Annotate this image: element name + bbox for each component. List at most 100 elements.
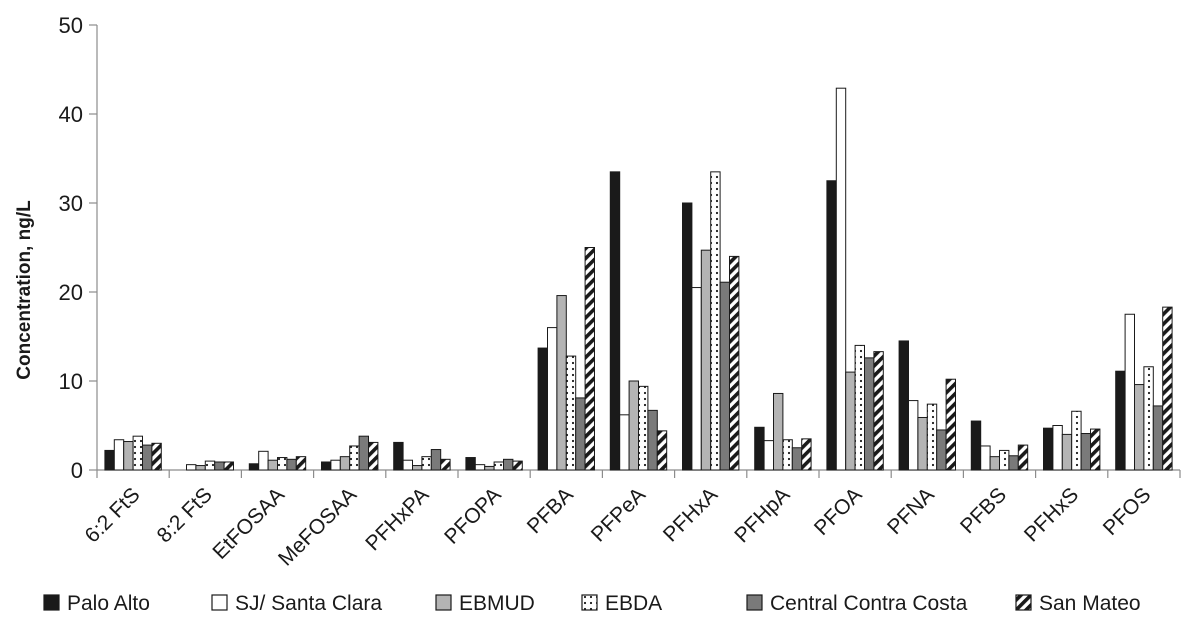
bar-central-contra-costa-8-2-fts <box>214 461 225 471</box>
bar-ebda-pfhxpa <box>421 456 432 471</box>
legend-swatch <box>581 594 598 611</box>
x-tick-label: MeFOSAA <box>274 483 361 570</box>
x-tick-label: 6:2 FtS <box>80 483 144 547</box>
bar-ebmud-pfhpa <box>773 392 784 471</box>
bar-sj-santa-clara-pfoa <box>835 87 847 471</box>
bar-palo-alto-pfpea <box>609 171 621 471</box>
y-tick-label: 20 <box>59 280 83 305</box>
y-tick-label: 50 <box>59 13 83 38</box>
bar-sj-santa-clara-pfhxa <box>691 287 702 471</box>
legend-swatch <box>746 594 763 611</box>
y-axis: 0 10 20 30 40 50 <box>59 13 98 483</box>
legend: Palo Alto SJ/ Santa Clara EBMUD EBDA Central… <box>43 592 1141 615</box>
bar-ebda-pfna <box>926 403 938 471</box>
bar-palo-alto-pfhxa <box>682 202 693 471</box>
bar-palo-alto-pfhxs <box>1043 427 1054 471</box>
bar-san-mateo-pfhxpa <box>440 458 451 471</box>
bar-central-contra-costa-pfhxs <box>1080 433 1091 471</box>
x-tick-label: PFNA <box>883 483 939 539</box>
y-tick-label: 30 <box>59 191 83 216</box>
bar-ebmud-mefosaa <box>339 456 351 471</box>
bar-ebda-mefosaa <box>349 445 360 471</box>
legend-swatch <box>1015 594 1032 611</box>
bar-central-contra-costa-pfopa <box>503 458 514 471</box>
x-tick-label: PFHxA <box>659 483 722 546</box>
x-tick-label: PFBA <box>523 483 578 538</box>
legend-label: Central Contra Costa <box>770 592 968 615</box>
bar-san-mateo-pfna <box>945 378 956 471</box>
bar-sj-santa-clara-etfosaa <box>258 450 269 471</box>
bar-sj-santa-clara-pfos <box>1124 313 1135 471</box>
y-axis-title-group: Concentration, ng/L <box>14 200 35 380</box>
bar-palo-alto-mefosaa <box>321 461 332 471</box>
bar-ebda-pfopa <box>493 461 505 471</box>
bar-ebmud-6-2-fts <box>123 441 134 471</box>
bars-layer <box>104 87 1173 471</box>
bar-ebmud-pfhxpa <box>412 465 423 471</box>
bar-central-contra-costa-mefosaa <box>358 435 370 471</box>
bar-ebmud-pfopa <box>484 465 495 471</box>
bar-palo-alto-etfosaa <box>248 463 260 471</box>
bar-sj-santa-clara-8-2-fts <box>186 464 197 471</box>
bar-sj-santa-clara-pfopa <box>474 464 486 471</box>
x-tick-label: PFHpA <box>730 483 794 547</box>
bar-central-contra-costa-pfbs <box>1008 455 1019 471</box>
x-tick-label: PFBS <box>956 483 1011 538</box>
legend-label: EBMUD <box>459 592 535 615</box>
x-tick-label: PFOA <box>810 483 867 540</box>
x-tick-label: PFOPA <box>440 483 505 548</box>
bar-san-mateo-pfbs <box>1017 444 1029 471</box>
legend-swatch <box>211 594 228 611</box>
bar-sj-santa-clara-pfna <box>908 400 919 471</box>
x-tick-label: PFHxPA <box>361 483 433 555</box>
legend-swatch <box>43 594 60 611</box>
bar-sj-santa-clara-pfhxpa <box>402 459 414 471</box>
bar-sj-santa-clara-pfpea <box>619 414 630 471</box>
bar-ebda-pfpea <box>638 385 649 471</box>
bar-ebmud-pfbs <box>989 456 1000 471</box>
y-tick-label: 10 <box>59 369 83 394</box>
y-tick-label: 40 <box>59 102 83 127</box>
bar-ebda-8-2-fts <box>204 460 216 471</box>
bar-ebmud-8-2-fts <box>195 465 206 471</box>
bar-san-mateo-pfopa <box>512 460 523 471</box>
bar-ebda-pfbs <box>999 449 1010 471</box>
bar-central-contra-costa-pfba <box>575 397 586 471</box>
x-tick-label: PFOS <box>1099 483 1156 540</box>
bar-ebmud-pfoa <box>845 371 856 471</box>
bar-palo-alto-pfbs <box>970 420 982 471</box>
bar-ebmud-pfba <box>556 295 567 471</box>
bar-palo-alto-pfoa <box>826 180 837 471</box>
bar-san-mateo-pfba <box>584 247 595 471</box>
bar-ebda-pfba <box>565 355 577 471</box>
bar-ebda-pfhpa <box>782 439 793 471</box>
bar-san-mateo-etfosaa <box>295 456 307 471</box>
bar-central-contra-costa-pfpea <box>647 409 658 471</box>
bar-palo-alto-pfopa <box>465 457 476 471</box>
bar-san-mateo-6-2-fts <box>151 442 162 471</box>
bar-san-mateo-8-2-fts <box>223 461 235 471</box>
bar-ebmud-pfna <box>917 416 928 471</box>
bar-central-contra-costa-pfhxpa <box>430 449 442 471</box>
bar-central-contra-costa-pfoa <box>864 357 875 471</box>
bar-central-contra-costa-pfhxa <box>719 281 730 471</box>
bar-ebmud-pfos <box>1134 384 1145 471</box>
bar-sj-santa-clara-mefosaa <box>330 459 341 471</box>
legend-label: Palo Alto <box>67 592 150 615</box>
bar-ebda-etfosaa <box>277 457 288 471</box>
legend-label: San Mateo <box>1039 592 1141 615</box>
bar-palo-alto-pfba <box>537 347 548 471</box>
bar-sj-santa-clara-pfba <box>547 327 558 471</box>
bar-san-mateo-pfhxa <box>729 255 740 471</box>
bar-ebda-pfoa <box>854 344 865 471</box>
bar-ebda-pfhxa <box>710 171 721 471</box>
bar-ebda-pfos <box>1143 366 1154 471</box>
x-tick-label: PFPeA <box>587 483 650 546</box>
bar-palo-alto-pfhxpa <box>393 441 404 471</box>
bar-ebda-pfhxs <box>1071 410 1082 471</box>
bar-ebmud-pfpea <box>628 380 639 471</box>
bar-san-mateo-mefosaa <box>368 441 379 471</box>
bar-san-mateo-pfhxs <box>1090 428 1101 471</box>
